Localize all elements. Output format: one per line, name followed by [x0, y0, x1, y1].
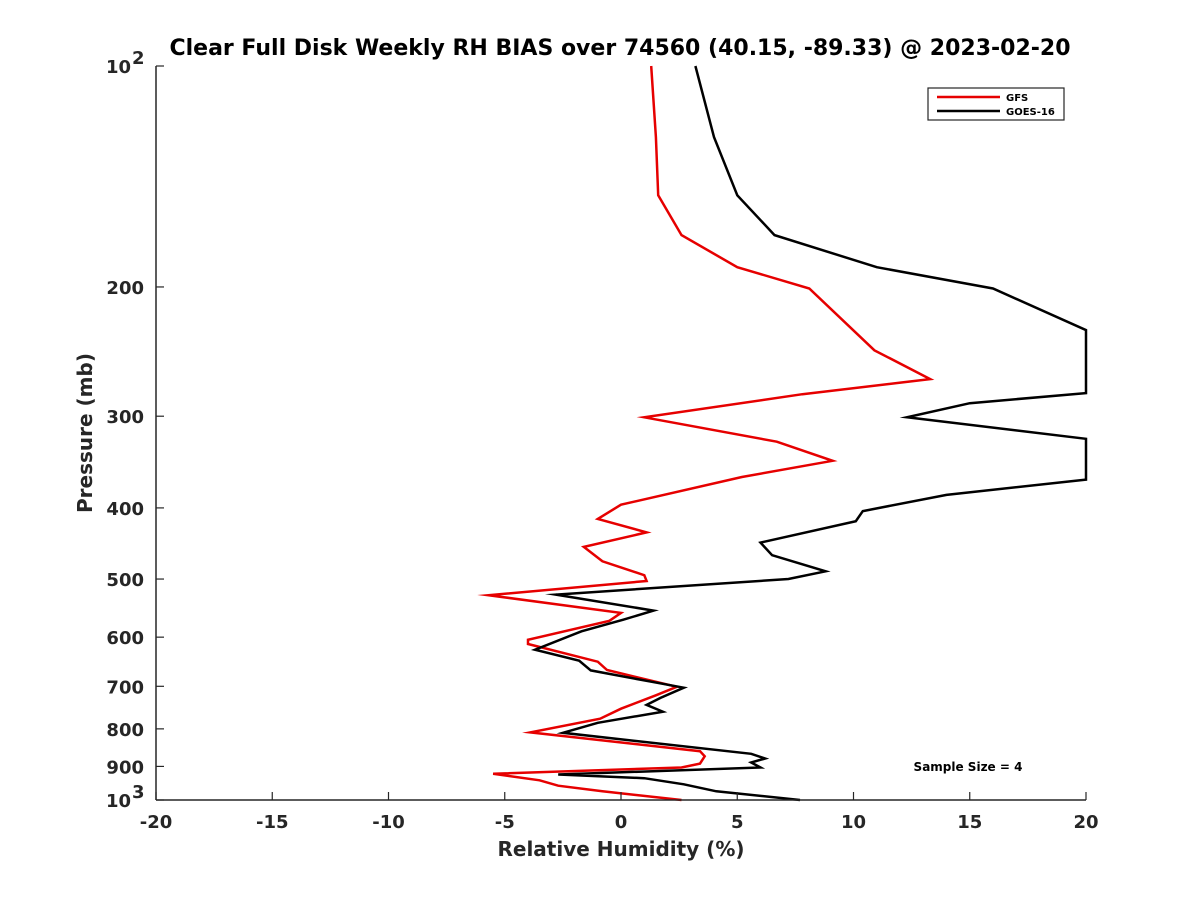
legend-box	[927, 87, 1065, 121]
x-tick-label: -15	[256, 812, 289, 833]
series-layer	[477, 65, 1088, 802]
legend: GFS GOES-16	[927, 87, 1065, 121]
sample-size-annotation: Sample Size = 4	[914, 760, 1023, 774]
y-axis-label: Pressure (mb)	[73, 353, 97, 513]
x-tick-label: 15	[957, 812, 982, 833]
y-tick-label: 600	[106, 628, 144, 649]
y-tick-label: 200	[106, 278, 144, 299]
legend-label-goes16: GOES-16	[1006, 107, 1055, 118]
y-tick-label: 10	[106, 791, 131, 812]
y-tick-label: 500	[106, 570, 144, 591]
y-tick-label: 10	[106, 57, 131, 78]
x-tick-label: -10	[372, 812, 405, 833]
x-axis-label: Relative Humidity (%)	[497, 837, 744, 861]
x-tick-label: -5	[495, 812, 515, 833]
y-tick-exponent: 2	[132, 48, 145, 69]
y-tick-label: 800	[106, 720, 144, 741]
y-tick-label: 400	[106, 499, 144, 520]
x-ticks: -20 -15 -10 -5 0 5 10 15 20	[140, 792, 1099, 833]
x-tick-label: 0	[615, 812, 628, 833]
y-tick-label: 900	[106, 757, 144, 778]
y-tick-exponent: 3	[132, 782, 145, 803]
legend-label-gfs: GFS	[1006, 93, 1028, 104]
x-tick-label: 20	[1073, 812, 1098, 833]
x-tick-label: 10	[841, 812, 866, 833]
chart-title: Clear Full Disk Weekly RH BIAS over 7456…	[169, 36, 1070, 61]
series-line-gfs	[477, 65, 935, 802]
series-line-goes16	[530, 65, 1088, 802]
y-tick-label: 300	[106, 407, 144, 428]
y-tick-label: 700	[106, 677, 144, 698]
x-tick-label: 5	[731, 812, 744, 833]
x-tick-label: -20	[140, 812, 173, 833]
plot-area	[156, 66, 1086, 800]
